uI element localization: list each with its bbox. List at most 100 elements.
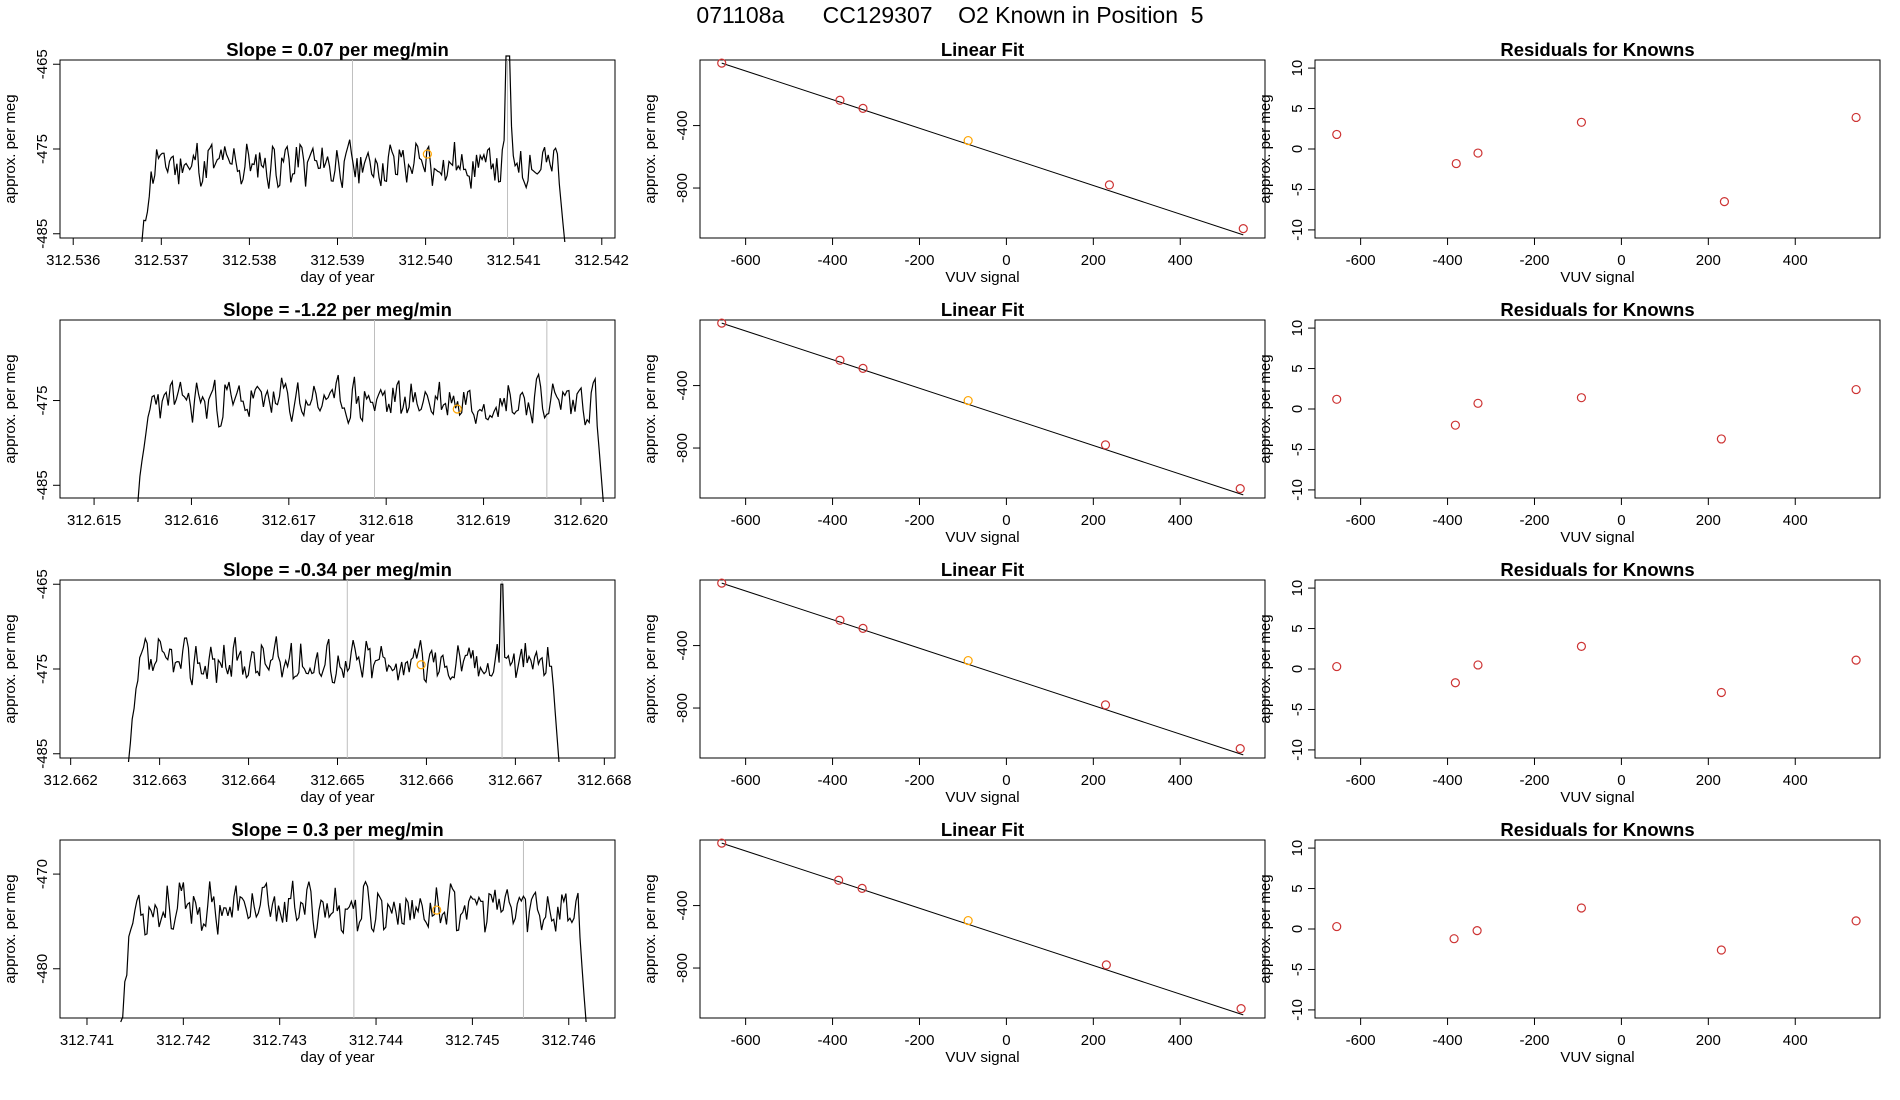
chart-1-title: Slope = 0.07 per meg/min — [226, 39, 449, 60]
chart-12-point-6 — [1851, 916, 1861, 926]
chart-5-point-5 — [1104, 180, 1115, 190]
chart-2-x-tick-label: 312.617 — [262, 512, 316, 529]
chart-4-x-tick-label: 312.741 — [60, 1032, 114, 1049]
chart-10-title: Residuals for Knowns — [1500, 299, 1694, 320]
chart-5-point-1 — [717, 58, 727, 68]
chart-5-xlabel: VUV signal — [945, 269, 1019, 286]
chart-11-x-tick-label: -400 — [1433, 772, 1463, 789]
chart-2-sample-point — [452, 404, 462, 414]
chart-9-point-5 — [1719, 196, 1730, 207]
chart-6-x-tick-label: 200 — [1081, 512, 1106, 529]
chart-10-y-tick-label: 0 — [1289, 405, 1306, 413]
chart-3-x-tick-label: 312.662 — [44, 772, 98, 789]
chart-8-xlabel: VUV signal — [945, 1049, 1019, 1066]
chart-3-xlabel: day of year — [300, 789, 374, 806]
chart-2-x-tick-label: 312.616 — [164, 512, 218, 529]
chart-10-ylabel: approx. per meg — [1257, 354, 1274, 463]
chart-8-x-tick-label: 400 — [1168, 1032, 1193, 1049]
chart-7-title: Linear Fit — [941, 559, 1024, 580]
chart-11-y-tick-label: -5 — [1289, 703, 1306, 716]
chart-10-point-3 — [1473, 398, 1483, 408]
chart-11-y-tick-label: 0 — [1289, 665, 1306, 673]
chart-10-point-6 — [1851, 384, 1861, 395]
chart-8-x-tick-label: 200 — [1081, 1032, 1106, 1049]
chart-5-x-tick-label: -400 — [818, 252, 848, 269]
chart-5-x-tick-label: -200 — [904, 252, 934, 269]
chart-7-x-tick-label: 0 — [1002, 772, 1010, 789]
chart-3-series-line — [127, 583, 560, 763]
chart-9-point-1 — [1332, 129, 1342, 140]
chart-11-x-tick-label: -600 — [1346, 772, 1376, 789]
chart-11-title: Residuals for Knowns — [1500, 559, 1694, 580]
chart-7-x-tick-label: 200 — [1081, 772, 1106, 789]
chart-2-x-tick-label: 312.619 — [456, 512, 510, 529]
chart-12-point-4 — [1576, 903, 1587, 913]
chart-9-x-tick-label: -200 — [1519, 252, 1549, 269]
chart-2-x-tick-label: 312.620 — [554, 512, 608, 529]
chart-8-x-tick-label: -600 — [731, 1032, 761, 1049]
chart-9-point-3 — [1473, 148, 1483, 158]
chart-6-point-2 — [835, 355, 845, 365]
chart-11-y-tick-label: 10 — [1289, 580, 1306, 597]
chart-4-x-tick-label: 312.745 — [445, 1032, 499, 1049]
chart-8-x-tick-label: -200 — [904, 1032, 934, 1049]
chart-5-x-tick-label: 0 — [1002, 252, 1010, 269]
chart-1-series-line — [141, 55, 566, 243]
chart-11-y-tick-label: -10 — [1289, 739, 1306, 761]
chart-6-ylabel: approx. per meg — [642, 354, 659, 463]
chart-8-point-6 — [1236, 1004, 1246, 1014]
chart-2-x-tick-label: 312.615 — [67, 512, 121, 529]
chart-7-xlabel: VUV signal — [945, 789, 1019, 806]
chart-4-x-tick-label: 312.744 — [349, 1032, 403, 1049]
chart-6-point-6 — [1235, 484, 1245, 494]
chart-6-point-4 — [963, 395, 973, 406]
chart-6-xlabel: VUV signal — [945, 529, 1019, 546]
chart-8-y-tick-label: -800 — [674, 953, 691, 983]
chart-4-x-tick-label: 312.743 — [253, 1032, 307, 1049]
chart-9-x-tick-label: -400 — [1433, 252, 1463, 269]
chart-7-point-6 — [1235, 744, 1245, 754]
chart-11-point-4 — [1576, 641, 1587, 651]
chart-11-x-tick-label: -200 — [1519, 772, 1549, 789]
chart-8-point-3 — [857, 883, 867, 894]
chart-9-x-tick-label: 200 — [1696, 252, 1721, 269]
chart-3-y-tick-label: -465 — [34, 569, 51, 599]
chart-6-point-3 — [858, 363, 868, 374]
chart-4-series-line — [120, 880, 587, 1023]
chart-5-point-6 — [1238, 224, 1248, 234]
chart-4-frame — [59, 839, 616, 1019]
chart-3-y-tick-label: -485 — [34, 739, 51, 769]
chart-1-y-tick-label: -485 — [34, 219, 51, 249]
chart-6-y-tick-label: -800 — [674, 433, 691, 463]
chart-7-point-3 — [858, 623, 868, 634]
chart-9-xlabel: VUV signal — [1560, 269, 1634, 286]
chart-4-x-tick-label: 312.742 — [156, 1032, 210, 1049]
chart-10-frame — [1314, 319, 1881, 499]
chart-10-x-tick-label: -400 — [1433, 512, 1463, 529]
chart-10-point-5 — [1716, 434, 1726, 444]
chart-2-x-tick-label: 312.618 — [359, 512, 413, 529]
chart-1-x-tick-label: 312.539 — [310, 252, 364, 269]
chart-1-x-tick-label: 312.538 — [222, 252, 276, 269]
chart-10-y-tick-label: -10 — [1289, 479, 1306, 501]
chart-8-point-1 — [717, 838, 727, 848]
chart-7-fit-line — [721, 582, 1244, 756]
chart-12-x-tick-label: -400 — [1433, 1032, 1463, 1049]
chart-8-point-4 — [963, 915, 973, 926]
chart-7-x-tick-label: -200 — [904, 772, 934, 789]
chart-9-point-2 — [1451, 158, 1461, 169]
chart-10-x-tick-label: -600 — [1346, 512, 1376, 529]
chart-4-ylabel: approx. per meg — [2, 874, 19, 983]
chart-7-point-1 — [717, 578, 727, 588]
chart-5-y-tick-label: -800 — [674, 173, 691, 203]
chart-10-y-tick-label: 5 — [1289, 364, 1306, 372]
chart-6-x-tick-label: -200 — [904, 512, 934, 529]
chart-12-ylabel: approx. per meg — [1257, 874, 1274, 983]
chart-12-xlabel: VUV signal — [1560, 1049, 1634, 1066]
chart-9-y-tick-label: -10 — [1289, 219, 1306, 241]
chart-1-x-tick-label: 312.537 — [134, 252, 188, 269]
chart-4-title: Slope = 0.3 per meg/min — [231, 819, 443, 840]
chart-11-y-tick-label: 5 — [1289, 624, 1306, 632]
chart-10-x-tick-label: -200 — [1519, 512, 1549, 529]
